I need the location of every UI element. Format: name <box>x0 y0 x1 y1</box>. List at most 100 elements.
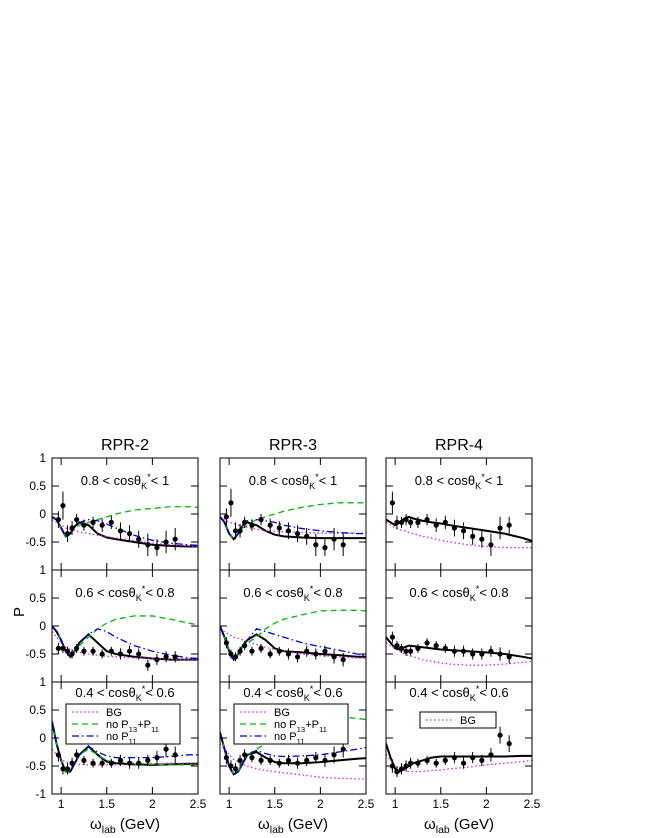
panel-label-part: K <box>304 693 310 703</box>
data-point <box>442 645 448 652</box>
panel-label-part: * <box>147 472 151 482</box>
data-point <box>408 519 414 526</box>
panel-label: 0.4 < cosθK*< 0.6 <box>409 684 508 703</box>
data-point <box>223 755 229 761</box>
plot-area <box>220 609 366 667</box>
data-point <box>276 760 282 766</box>
panel-label-part: K <box>136 593 142 603</box>
x-tick-label: 2.5 <box>524 797 541 811</box>
y-tick-label: -1 <box>35 787 46 801</box>
data-point <box>424 640 430 646</box>
legend-label: BG <box>106 707 122 719</box>
data-point <box>394 519 400 526</box>
panel-label-part: < 0.6 <box>313 685 342 700</box>
panel-label-part: * <box>481 472 485 482</box>
data-point <box>223 514 229 520</box>
curve <box>220 628 366 660</box>
data-point <box>433 760 439 766</box>
x-tick-label: 2.5 <box>358 797 375 811</box>
curve <box>52 615 198 658</box>
data-point <box>55 752 61 758</box>
curve <box>220 502 366 541</box>
data-point <box>460 648 467 654</box>
data-point <box>313 651 319 657</box>
x-axis-label-part: (GeV) <box>450 816 494 833</box>
panel-label-part: 0.4 < cosθ <box>409 685 469 700</box>
data-point <box>64 648 71 654</box>
panel-label-part: < 0.8 <box>479 585 508 600</box>
x-tick-label: 1.5 <box>432 797 449 811</box>
data-point <box>276 648 282 654</box>
legend-label-part: 11 <box>129 737 137 746</box>
plot-area <box>52 615 198 671</box>
data-point <box>237 757 243 764</box>
data-point <box>506 741 512 747</box>
data-point <box>398 766 405 772</box>
data-point <box>126 531 133 537</box>
x-tick-label: 2.5 <box>190 797 207 811</box>
y-tick-label: 0 <box>39 507 46 521</box>
data-point <box>145 662 151 668</box>
data-point <box>433 522 439 528</box>
data-point <box>258 517 264 523</box>
panel-label: 0.6 < cosθK*< 0.8 <box>75 584 174 603</box>
data-point <box>506 654 512 660</box>
column-title: RPR-3 <box>269 437 317 454</box>
data-point <box>172 752 178 758</box>
data-point <box>60 645 66 652</box>
data-point <box>479 536 485 542</box>
data-point <box>497 525 503 531</box>
data-point <box>424 757 430 764</box>
data-point <box>442 757 448 764</box>
data-point <box>154 755 160 761</box>
panel-label-part: 0.6 < cosθ <box>243 585 303 600</box>
panel-label-part: K <box>136 693 142 703</box>
x-axis-label-part: lab <box>102 824 116 836</box>
x-tick-label: 2 <box>317 797 324 811</box>
data-point <box>232 654 239 660</box>
x-tick-label: 1 <box>392 797 399 811</box>
y-tick-label: -0.5 <box>25 647 46 661</box>
y-axis-label: P <box>11 607 28 617</box>
data-point <box>117 651 124 657</box>
panel-label-part: * <box>315 472 319 482</box>
plot-area <box>220 488 366 556</box>
data-point <box>228 651 234 657</box>
legend-box <box>419 711 497 729</box>
legend-label: no P11 <box>106 731 137 746</box>
plot-area <box>386 491 532 556</box>
panel-label: 0.6 < cosθK*< 0.8 <box>409 584 508 603</box>
data-point <box>424 517 430 523</box>
data-point <box>285 757 292 764</box>
data-point <box>258 645 264 652</box>
panel-label-part: < 0.8 <box>145 585 174 600</box>
data-point <box>108 519 114 526</box>
data-point <box>398 519 405 526</box>
curve <box>220 516 366 534</box>
data-point <box>69 525 75 531</box>
data-point <box>55 645 61 652</box>
panel-label-part: * <box>310 584 314 594</box>
data-point <box>223 640 229 646</box>
plot-area <box>386 631 532 666</box>
data-point <box>488 542 494 548</box>
data-point <box>74 645 80 652</box>
legend-label-part: no P <box>274 719 297 731</box>
y-tick-label: -0.5 <box>25 535 46 549</box>
panel-label-part: * <box>310 684 314 694</box>
legend-label: no P13+P11 <box>106 719 159 734</box>
data-point <box>69 651 75 657</box>
data-point <box>117 528 124 534</box>
panel-label: 0.8 < cosθK*< 1 <box>81 472 169 491</box>
data-point <box>470 533 476 540</box>
data-point <box>249 755 255 761</box>
data-point <box>304 757 310 764</box>
legend-label-part: BG <box>106 707 122 719</box>
column-title: RPR-2 <box>101 437 149 454</box>
curve <box>220 516 366 541</box>
data-point <box>99 522 105 528</box>
legend-label: no P11 <box>274 731 305 746</box>
y-tick-label: 0 <box>39 731 46 745</box>
data-point <box>108 760 114 766</box>
panel-label-part: < 0.6 <box>479 685 508 700</box>
